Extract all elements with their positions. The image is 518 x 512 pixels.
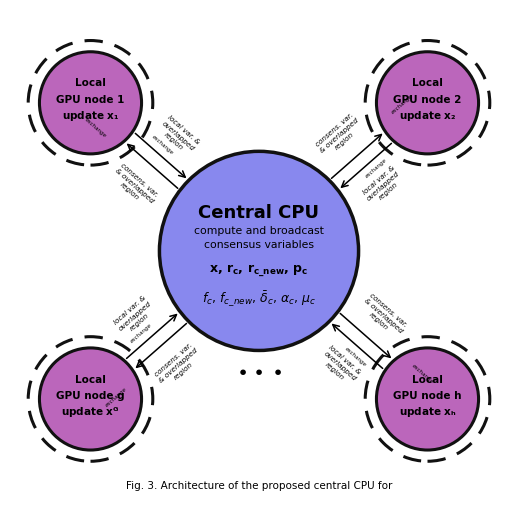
Text: $f_c$, $f_{c\_new}$, $\bar{\delta}_c$, $\alpha_c$, $\mu_c$: $f_c$, $f_{c\_new}$, $\bar{\delta}_c$, $…	[202, 290, 316, 309]
Circle shape	[377, 348, 479, 450]
Text: Fig. 3. Architecture of the proposed central CPU for: Fig. 3. Architecture of the proposed cen…	[126, 481, 392, 491]
Text: exchange: exchange	[105, 387, 128, 408]
Text: exchange: exchange	[411, 363, 435, 385]
Text: Central CPU: Central CPU	[198, 204, 320, 222]
Text: local var. &
overlapped
region: local var. & overlapped region	[156, 115, 201, 157]
Circle shape	[39, 52, 141, 154]
Text: consens. var.
& overlapped
region: consens. var. & overlapped region	[109, 162, 160, 210]
Circle shape	[377, 52, 479, 154]
Text: consens. var.
& overlapped
region: consens. var. & overlapped region	[358, 292, 409, 340]
Text: exchange: exchange	[151, 134, 174, 156]
Text: local var. &
overlapped
region: local var. & overlapped region	[112, 294, 157, 337]
Text: consens. var.
& overlapped
region: consens. var. & overlapped region	[153, 342, 204, 390]
Text: update $\mathbf{x₂}$: update $\mathbf{x₂}$	[399, 109, 456, 123]
Text: update $\mathbf{x₁}$: update $\mathbf{x₁}$	[62, 109, 119, 123]
Text: GPU node 1: GPU node 1	[56, 95, 125, 105]
Text: local var. &
overlapped
region: local var. & overlapped region	[361, 164, 406, 207]
Text: $\bullet\bullet\bullet$: $\bullet\bullet\bullet$	[236, 361, 282, 380]
Text: exchange: exchange	[365, 158, 388, 179]
Text: consens. var.
& overlapped
region: consens. var. & overlapped region	[314, 112, 365, 160]
Text: GPU node 2: GPU node 2	[393, 95, 462, 105]
Text: $\mathbf{x}$, $\mathbf{r_c}$, $\mathbf{r_{c\_new}}$, $\mathbf{p_c}$: $\mathbf{x}$, $\mathbf{r_c}$, $\mathbf{r…	[209, 263, 309, 280]
Text: exchange: exchange	[390, 94, 413, 115]
Text: Local: Local	[412, 375, 443, 385]
Text: GPU node h: GPU node h	[393, 391, 462, 401]
Circle shape	[160, 152, 358, 350]
Text: exchange: exchange	[344, 346, 367, 368]
Text: exchange: exchange	[130, 323, 153, 344]
Text: exchange: exchange	[83, 117, 107, 139]
Text: Local: Local	[75, 375, 106, 385]
Text: update $\mathbf{xₕ}$: update $\mathbf{xₕ}$	[399, 405, 456, 419]
Text: local var. &
overlapped
region: local var. & overlapped region	[317, 345, 362, 387]
Circle shape	[39, 348, 141, 450]
Text: Local: Local	[75, 78, 106, 89]
Text: Local: Local	[412, 78, 443, 89]
Text: GPU node g: GPU node g	[56, 391, 125, 401]
Text: update $\mathbf{xᴳ}$: update $\mathbf{xᴳ}$	[61, 405, 120, 419]
Text: compute and broadcast
consensus variables: compute and broadcast consensus variable…	[194, 226, 324, 250]
